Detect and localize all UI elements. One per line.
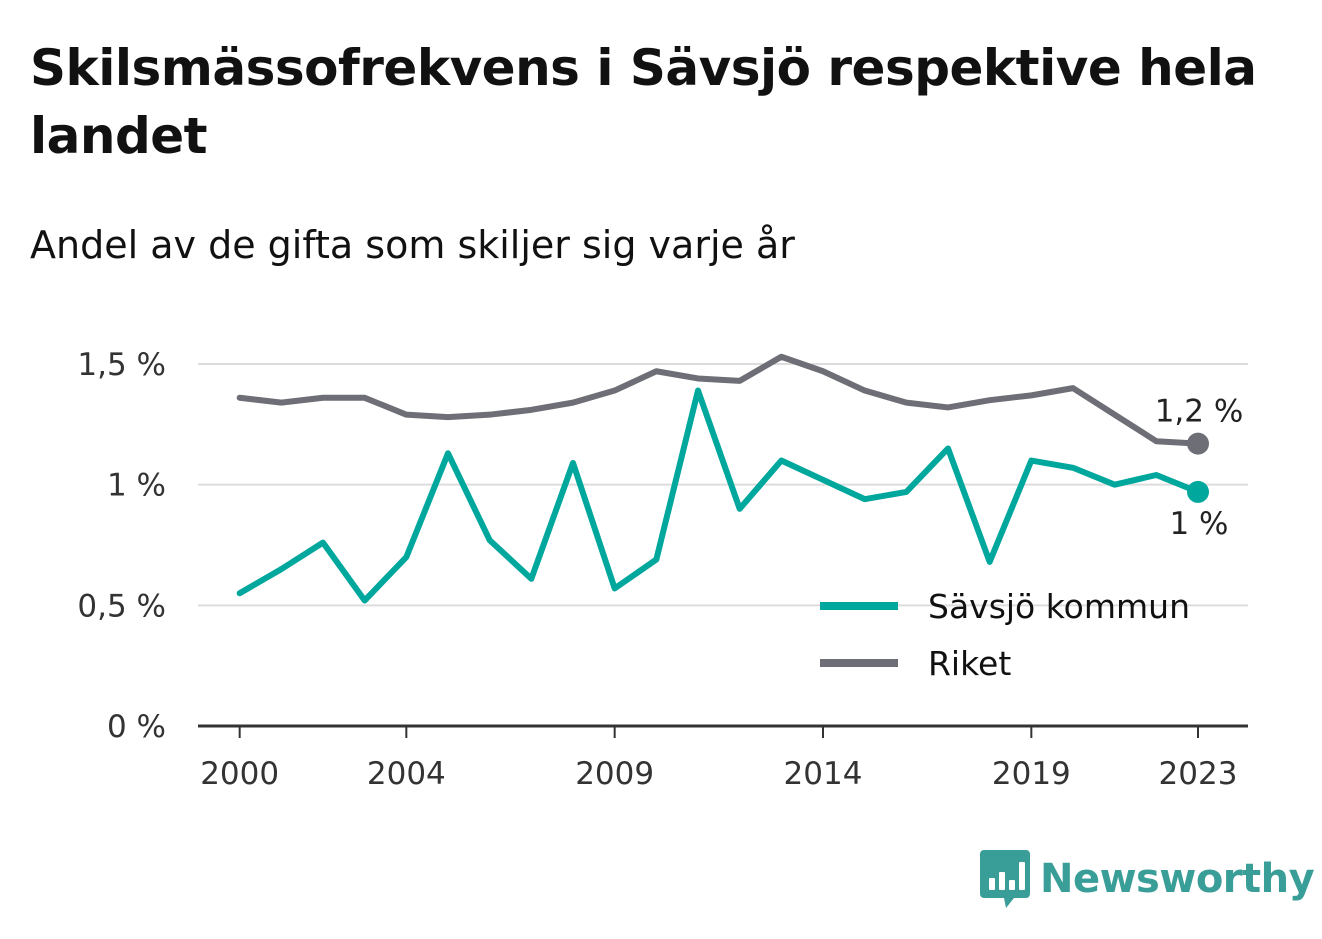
series-line-riket [236, 353, 1201, 447]
brand-name: Newsworthy [1040, 856, 1315, 902]
chart-title: Skilsmässofrekvens i Sävsjö respektive h… [30, 39, 1257, 165]
legend: Sävsjö kommun Riket [820, 587, 1190, 683]
x-tick-label: 2000 [200, 756, 279, 792]
x-tick-label: 2023 [1159, 756, 1238, 792]
chart-subtitle: Andel av de gifta som skiljer sig varje … [30, 223, 795, 267]
gridlines [198, 363, 1248, 607]
x-tick-label: 2009 [575, 756, 654, 792]
end-value-label: 1 % [1169, 506, 1228, 542]
y-tick-label: 0,5 % [77, 588, 166, 624]
end-value-label: 1,2 % [1155, 394, 1244, 430]
y-tick-label: 0 % [107, 709, 166, 745]
legend-label: Sävsjö kommun [928, 587, 1190, 626]
x-tick-label: 2014 [784, 756, 863, 792]
series-line-savsjo [236, 387, 1201, 604]
bar-chart-speech-bubble-icon [980, 850, 1030, 908]
x-tick-label: 2004 [367, 756, 446, 792]
legend-label: Riket [928, 644, 1011, 683]
end-point-marker [1187, 480, 1209, 503]
end-point-marker [1187, 432, 1209, 455]
x-tick-label: 2019 [992, 756, 1071, 792]
y-tick-label: 1 % [107, 468, 166, 504]
newsworthy-logo: Newsworthy [980, 850, 1315, 908]
series-lines: 1,2 % 1 % [236, 353, 1244, 604]
y-tick-label: 1,5 % [77, 347, 166, 383]
axes: 0 % 0,5 % 1 % 1,5 % 2000 2004 2009 2014 2019 2023 [77, 347, 1248, 792]
